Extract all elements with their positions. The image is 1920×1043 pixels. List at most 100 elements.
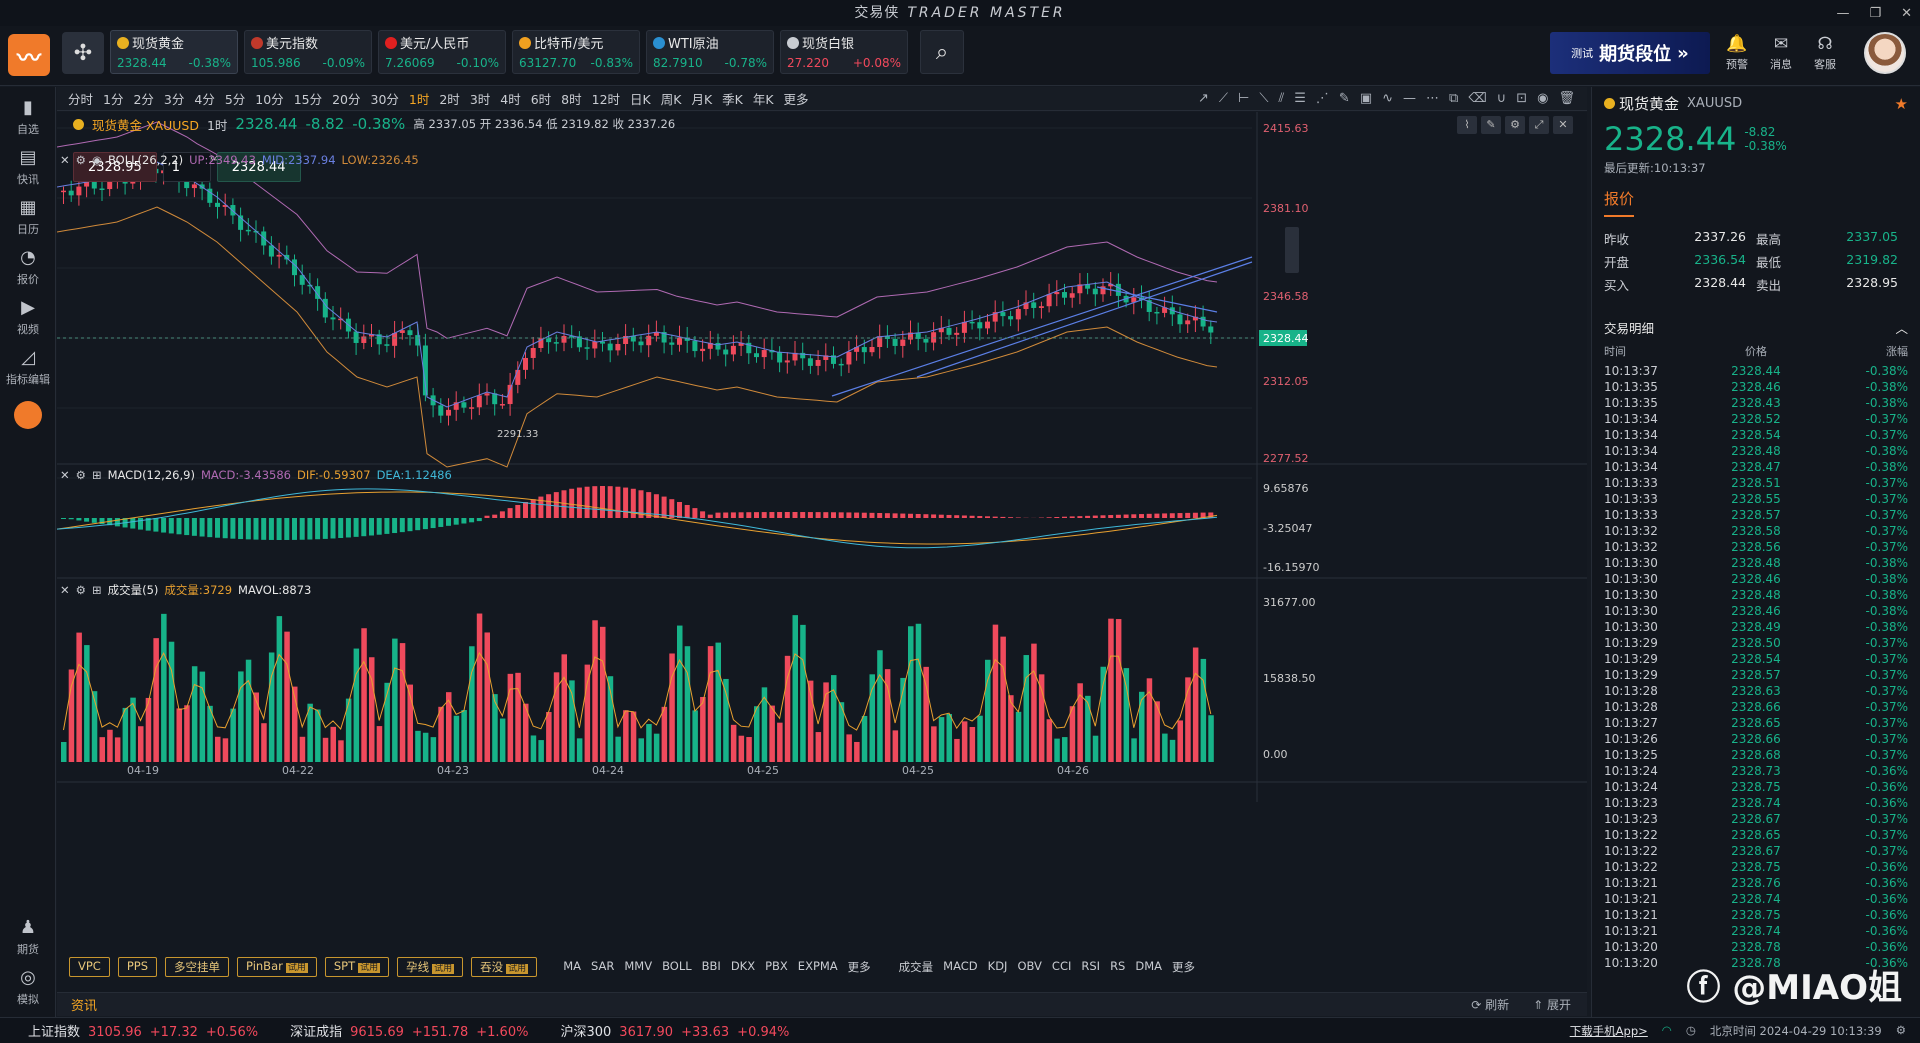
close-icon[interactable]: ✕ [60, 468, 70, 482]
close-icon[interactable]: ✕ [1901, 5, 1912, 21]
app-logo-icon[interactable]: 〰 [8, 34, 50, 76]
quote-card[interactable]: WTI原油 82.7910 -0.78% [646, 30, 774, 74]
lock-icon[interactable]: ⊡ [1516, 91, 1528, 106]
period-0[interactable]: 分时 [68, 92, 94, 107]
sell-button[interactable]: 2328.95 [73, 152, 157, 182]
magnet-icon[interactable]: ∪ [1496, 91, 1507, 106]
main-indicator[interactable]: PBX [765, 959, 788, 973]
index-quote[interactable]: 沪深300 3617.90 +33.63 +0.94% [560, 1025, 790, 1040]
image-icon[interactable]: ▣ [1359, 91, 1373, 106]
period-20[interactable]: 季K [722, 92, 743, 107]
main-indicator[interactable]: BBI [701, 959, 721, 973]
close-icon[interactable]: ✕ [60, 153, 70, 167]
quote-card[interactable]: 现货黄金 2328.44 -0.38% [110, 30, 238, 74]
sidebar-item[interactable]: ♟ 期货 [0, 917, 56, 957]
chart-settings-icon[interactable]: ⚙ [1505, 116, 1525, 134]
buy-button[interactable]: 2328.44 [216, 152, 301, 182]
quote-card[interactable]: 比特币/美元 63127.70 -0.83% [512, 30, 640, 74]
sub-indicator[interactable]: DMA [1135, 959, 1163, 973]
period-13[interactable]: 4时 [500, 92, 521, 107]
download-app-link[interactable]: 下载手机App> [1569, 1023, 1648, 1038]
channel-icon[interactable]: ⫽ [1278, 91, 1285, 106]
quantity-stepper[interactable]: 1 [162, 152, 211, 182]
kline-chart[interactable]: 2415.63 2381.10 2346.58 2312.05 2277.52 2328.… [57, 112, 1587, 992]
period-14[interactable]: 6时 [530, 92, 552, 107]
period-9[interactable]: 30分 [370, 92, 399, 107]
sub-indicator[interactable]: 成交量 [898, 960, 934, 974]
period-1[interactable]: 1分 [103, 92, 124, 107]
top-action-mail[interactable]: ✉ 消息 [1766, 34, 1796, 72]
main-indicator[interactable]: MA [563, 959, 581, 973]
sub-indicator[interactable]: OBV [1017, 959, 1042, 973]
settings-icon[interactable]: ⚙ [1895, 1022, 1906, 1037]
period-7[interactable]: 15分 [293, 92, 323, 107]
main-indicator[interactable]: DKX [730, 959, 756, 973]
signal-tag[interactable]: 吞没 试用 [471, 957, 538, 977]
fan-icon[interactable]: ⋰ [1315, 91, 1329, 106]
sub-indicator[interactable]: CCI [1051, 959, 1072, 973]
period-10[interactable]: 1时 [408, 92, 430, 107]
chart-interval[interactable]: 1时 [206, 117, 228, 133]
favorite-star-icon[interactable]: ★ [1894, 94, 1908, 113]
fib-icon[interactable]: ☰ [1294, 91, 1306, 106]
period-6[interactable]: 10分 [255, 92, 284, 107]
live-badge[interactable] [0, 397, 56, 432]
more-tools-icon[interactable]: ⋯ [1426, 91, 1440, 106]
signal-tag[interactable]: PPS [117, 957, 158, 977]
main-indicator[interactable]: SAR [590, 959, 615, 973]
eye-icon[interactable]: ◉ [1537, 91, 1549, 106]
apps-grid-icon[interactable]: ✣ [62, 32, 104, 74]
period-4[interactable]: 4分 [194, 92, 215, 107]
chart-close-icon[interactable]: ✕ [1553, 116, 1573, 134]
sidebar-item[interactable]: ▦ 日历 [0, 197, 56, 237]
sub-indicator[interactable]: MACD [943, 959, 978, 973]
main-indicator[interactable]: 更多 [847, 960, 871, 974]
sub-indicator[interactable]: KDJ [987, 959, 1008, 973]
expand-button[interactable]: ⇑ 展开 [1533, 998, 1571, 1012]
chart-type-icon[interactable]: ⌇ [1457, 116, 1477, 134]
index-quote[interactable]: 深证成指 9615.69 +151.78 +1.60% [290, 1025, 529, 1040]
sub-indicator[interactable]: 更多 [1172, 960, 1196, 974]
period-22[interactable]: 更多 [783, 92, 809, 107]
index-quote[interactable]: 上证指数 3105.96 +17.32 +0.56% [28, 1025, 259, 1040]
sidebar-item[interactable]: ◿ 指标编辑 [0, 347, 56, 387]
period-5[interactable]: 5分 [224, 92, 246, 107]
period-16[interactable]: 12时 [591, 92, 621, 107]
signal-tag[interactable]: PinBar 试用 [237, 957, 317, 977]
promo-banner[interactable]: 测试 期货段位» [1550, 32, 1710, 74]
quote-card[interactable]: 现货白银 27.220 +0.08% [780, 30, 908, 74]
period-3[interactable]: 3分 [163, 92, 185, 107]
trend-line-icon[interactable]: ↗ [1198, 91, 1209, 106]
pen-icon[interactable]: ✎ [1338, 91, 1350, 106]
close-icon[interactable]: ✕ [60, 583, 70, 597]
period-17[interactable]: 日K [630, 92, 651, 107]
refresh-button[interactable]: ⟳ 刷新 [1471, 998, 1510, 1012]
main-indicator[interactable]: MMV [624, 959, 653, 973]
chart-fullscreen-icon[interactable]: ⤢ [1529, 116, 1549, 134]
search-icon[interactable]: ⌕ [920, 30, 964, 74]
chart-edit-icon[interactable]: ✎ [1481, 116, 1501, 134]
main-indicator[interactable]: BOLL [662, 959, 692, 973]
news-label[interactable]: 资讯 [71, 999, 98, 1014]
signal-tag[interactable]: 孕线 试用 [397, 957, 464, 977]
expand-icon[interactable]: ⊞ [91, 583, 102, 597]
expand-icon[interactable]: ⊞ [91, 468, 102, 482]
maximize-icon[interactable]: ❐ [1869, 5, 1882, 21]
period-12[interactable]: 3时 [469, 92, 491, 107]
chart-symbol[interactable]: 现货黄金 XAUUSD [92, 117, 199, 133]
settings-icon[interactable]: ⚙ [75, 468, 86, 482]
trades-header[interactable]: 交易明细 ︿ [1592, 318, 1920, 337]
period-11[interactable]: 2时 [439, 92, 460, 107]
sub-indicator[interactable]: RS [1110, 959, 1126, 973]
collapse-icon[interactable]: ︿ [1895, 321, 1908, 336]
sidebar-item[interactable]: ▮ 自选 [0, 97, 56, 137]
quote-card[interactable]: 美元/人民币 7.26069 -0.10% [378, 30, 506, 74]
minimize-icon[interactable]: — [1836, 5, 1850, 21]
period-21[interactable]: 年K [752, 92, 774, 107]
avatar[interactable] [1864, 32, 1906, 74]
period-8[interactable]: 20分 [332, 92, 361, 107]
sidebar-item[interactable]: ▶ 视频 [0, 297, 56, 337]
signal-tag[interactable]: SPT 试用 [324, 957, 390, 977]
period-19[interactable]: 月K [691, 92, 713, 107]
wave-icon[interactable]: ∿ [1382, 91, 1394, 106]
